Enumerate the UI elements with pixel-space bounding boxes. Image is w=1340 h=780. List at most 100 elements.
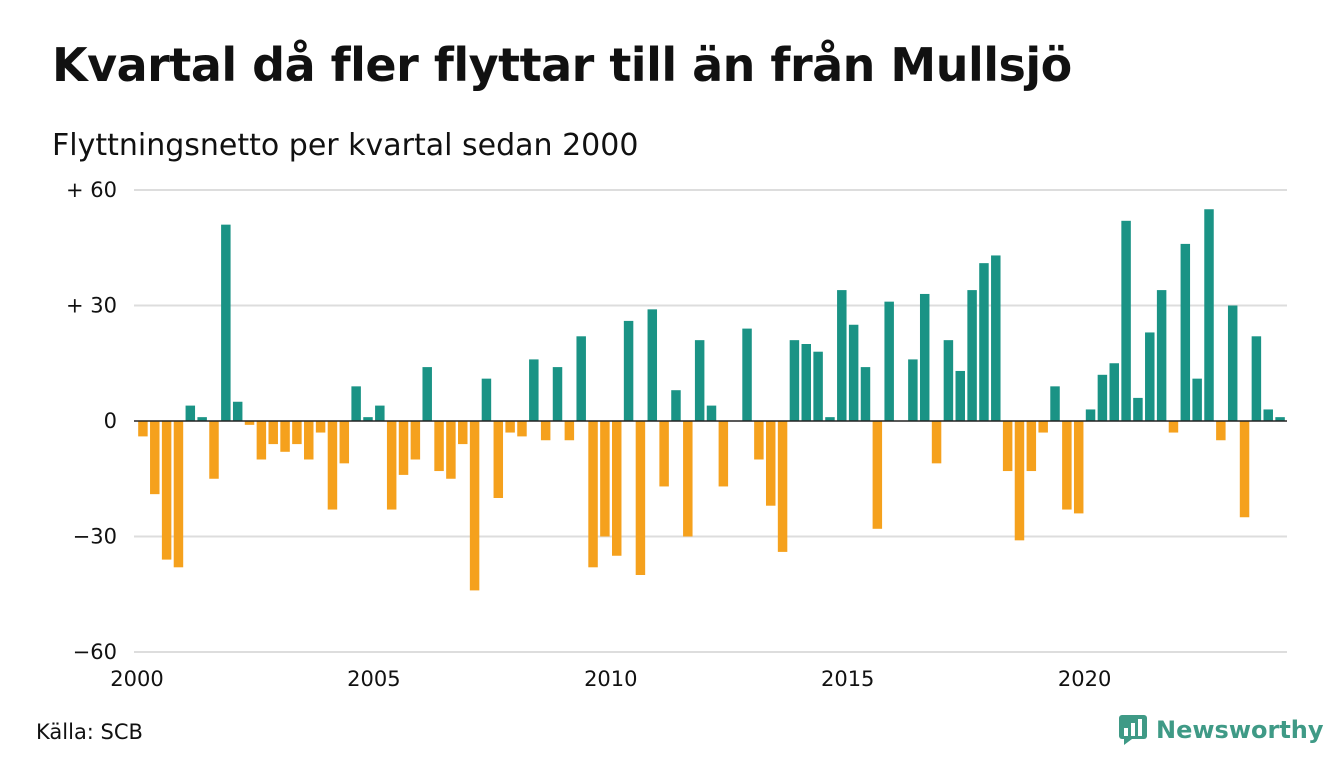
y-tick-label: + 30 (66, 294, 117, 318)
y-tick-label: + 60 (66, 178, 117, 202)
bar (825, 417, 835, 421)
bar (505, 421, 515, 433)
x-tick-label: 2015 (821, 667, 874, 691)
bar (635, 421, 646, 575)
bar (671, 390, 681, 421)
bar (588, 421, 598, 568)
bar (931, 421, 942, 464)
bar (1156, 290, 1167, 421)
bar (339, 421, 350, 464)
x-axis-tick-labels: 2000 2005 2010 2015 2020 (110, 667, 1111, 691)
bar (315, 421, 326, 433)
bar (375, 405, 385, 421)
bar (1109, 363, 1119, 421)
bar (943, 340, 954, 421)
bar (280, 421, 290, 452)
bar (244, 421, 255, 425)
bar (552, 367, 563, 421)
bar (1121, 220, 1131, 421)
bar (612, 421, 622, 556)
bar (197, 417, 207, 421)
bar (138, 421, 148, 437)
bar (386, 421, 397, 510)
bar (623, 320, 634, 421)
bar (150, 421, 160, 495)
bar (1239, 421, 1250, 518)
bar (777, 421, 788, 552)
bar (860, 367, 871, 421)
bar (789, 340, 800, 421)
bar (410, 421, 421, 460)
bar (1026, 421, 1037, 472)
bar (647, 309, 658, 421)
bar (837, 290, 847, 421)
y-tick-label: −60 (73, 640, 117, 664)
bar (469, 421, 480, 591)
bar (1050, 386, 1060, 421)
bar (1073, 421, 1084, 514)
bar (683, 421, 693, 537)
bar (351, 386, 361, 421)
bar (967, 290, 977, 421)
bar (173, 421, 184, 568)
x-tick-label: 2005 (347, 667, 400, 691)
bar (1227, 305, 1238, 421)
bar (979, 263, 989, 421)
bar (493, 421, 504, 498)
source-note: Källa: SCB (36, 720, 143, 744)
bar (458, 421, 468, 445)
bar (434, 421, 444, 472)
bar (955, 370, 965, 421)
bar (1002, 421, 1013, 472)
bar (1168, 421, 1179, 433)
bar-chart: + 60 + 30 0 −30 −60 2000 2005 2010 2015 2020 (66, 178, 1287, 691)
bars (138, 209, 1285, 591)
bar (694, 340, 705, 421)
bar (256, 421, 267, 460)
bar (718, 421, 729, 487)
bar (991, 255, 1001, 421)
bar (1133, 397, 1143, 421)
x-tick-label: 2020 (1058, 667, 1111, 691)
bar (1180, 243, 1191, 421)
bar (1275, 417, 1285, 421)
bar (872, 421, 883, 529)
bar (848, 324, 859, 421)
bar (742, 328, 752, 421)
bar (1062, 421, 1072, 510)
chart-subtitle: Flyttningsnetto per kvartal sedan 2000 (52, 128, 639, 163)
bar (1145, 332, 1155, 421)
bar (1251, 336, 1262, 421)
bar (1192, 378, 1202, 421)
bar (600, 421, 610, 537)
bar (292, 421, 302, 445)
bar (161, 421, 172, 560)
bar (529, 359, 539, 421)
bar (1263, 409, 1273, 421)
newsworthy-icon (1119, 715, 1147, 745)
bar (363, 417, 373, 421)
bar (540, 421, 551, 441)
bar (304, 421, 314, 460)
bar (706, 405, 717, 421)
bar (1097, 374, 1108, 421)
y-axis-tick-labels: + 60 + 30 0 −30 −60 (66, 178, 117, 664)
grid-lines (134, 189, 1287, 653)
bar (813, 351, 823, 421)
bar (185, 405, 196, 421)
bar (765, 421, 776, 506)
bar (327, 421, 338, 510)
bar (1085, 409, 1096, 421)
bar (919, 293, 930, 421)
brand-name: Newsworthy (1156, 716, 1324, 744)
bar (576, 336, 586, 421)
chart-title: Kvartal då fler flyttar till än från Mul… (52, 38, 1072, 92)
bar (209, 421, 219, 479)
bar (754, 421, 764, 460)
bar (908, 359, 918, 421)
bar (1216, 421, 1226, 441)
bar (446, 421, 456, 479)
bar (659, 421, 669, 487)
bar (268, 421, 278, 445)
bar (1038, 421, 1048, 433)
